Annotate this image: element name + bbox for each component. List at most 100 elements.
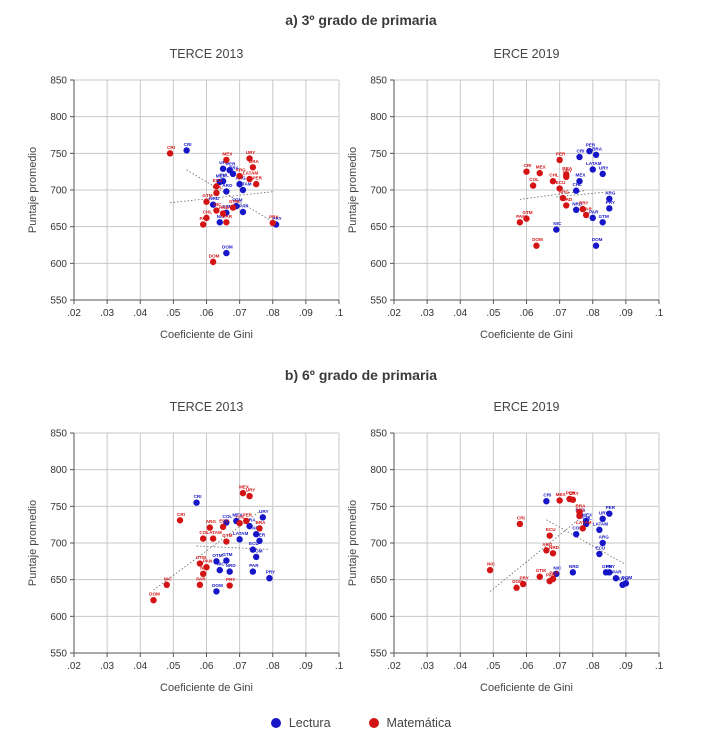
point-label: ARG	[206, 519, 217, 524]
data-point	[523, 168, 530, 175]
point-label: CRI	[177, 512, 185, 517]
section-a-title: a) 3º grado de primaria	[285, 12, 437, 28]
point-label: CRI	[524, 163, 532, 168]
data-point	[553, 570, 560, 577]
data-point	[196, 560, 204, 567]
data-point	[563, 202, 570, 209]
point-label: PAN	[546, 573, 556, 578]
data-point	[579, 525, 587, 532]
data-point	[196, 581, 204, 588]
x-axis-label: Coeficiente de Gini	[160, 682, 253, 694]
x-axis-label: Coeficiente de Gini	[160, 329, 253, 341]
point-label: PER	[566, 491, 576, 496]
point-label: DOM	[512, 579, 523, 584]
fit-line	[546, 519, 627, 566]
x-tick-label: .07	[553, 308, 567, 319]
point-label: PAR	[612, 570, 622, 575]
data-point	[529, 182, 537, 189]
data-point	[249, 164, 257, 171]
point-label: GTM	[599, 214, 609, 219]
point-label: NIC	[200, 565, 209, 570]
data-point	[206, 524, 214, 531]
point-label: CHL	[582, 515, 592, 520]
data-point	[213, 558, 220, 565]
y-tick-label: 850	[370, 76, 387, 87]
data-point	[516, 219, 524, 226]
point-label: PRY	[579, 201, 588, 206]
point-label: NIC	[213, 202, 222, 207]
data-point	[486, 566, 494, 574]
data-point	[246, 492, 253, 500]
point-label: DOM	[222, 245, 233, 250]
point-label: URY	[219, 160, 229, 165]
y-axis-label: Puntaje promedio	[27, 147, 39, 233]
data-point	[229, 170, 237, 178]
point-label: PAR	[239, 204, 249, 209]
point-label: CHL	[549, 173, 559, 178]
point-label: CRI	[577, 149, 585, 154]
data-point	[582, 211, 590, 219]
chart-title: TERCE 2013	[170, 400, 244, 414]
point-label: MEX	[216, 173, 227, 178]
point-label: DOM	[252, 548, 263, 553]
point-label: DOM	[209, 253, 220, 258]
legend-item-matematica: Matemática	[368, 716, 451, 730]
data-point	[536, 169, 543, 177]
point-label: DOM	[592, 237, 603, 242]
point-label: CRI	[194, 494, 202, 499]
point-label: PER	[256, 532, 266, 537]
point-label: PAN	[203, 559, 213, 564]
point-label: PER	[243, 513, 253, 518]
data-point	[239, 208, 247, 216]
point-label: LATAM	[206, 530, 222, 535]
fit-line	[196, 545, 270, 550]
point-label: LATAM	[243, 171, 259, 176]
point-label: PAR	[582, 206, 592, 211]
point-label: ARG	[605, 190, 616, 195]
data-point	[612, 575, 620, 582]
point-label: NRD	[569, 564, 580, 569]
data-point	[592, 151, 600, 158]
data-point	[256, 537, 263, 544]
y-tick-label: 750	[50, 502, 67, 513]
x-tick-label: .06	[520, 661, 534, 672]
y-axis-label: Puntaje promedio	[347, 500, 359, 586]
point-label: BRA	[562, 166, 573, 171]
legend: Lectura Matemática	[0, 713, 722, 733]
data-point	[249, 568, 257, 575]
point-label: LATAM	[576, 520, 592, 525]
data-point	[569, 496, 577, 503]
data-point	[239, 489, 247, 497]
x-tick-label: .1	[335, 661, 344, 672]
point-label: DOM	[532, 237, 543, 242]
chart-title: ERCE 2019	[493, 400, 559, 414]
data-point	[549, 178, 557, 185]
point-label: MEX	[232, 513, 243, 518]
point-label: ECU	[213, 178, 223, 183]
point-label: COL	[199, 530, 209, 535]
x-tick-label: .1	[335, 308, 344, 319]
point-label: OTM	[618, 576, 628, 581]
point-label: BRA	[576, 504, 587, 509]
data-point	[176, 517, 184, 524]
point-label: COL	[572, 526, 582, 531]
x-tick-label: .06	[200, 661, 214, 672]
x-tick-label: .03	[100, 308, 114, 319]
data-point	[216, 178, 223, 186]
y-tick-label: 650	[370, 222, 387, 233]
fit-line	[170, 191, 273, 204]
point-label: PER	[226, 162, 236, 167]
data-point	[596, 550, 603, 558]
data-point	[543, 547, 550, 554]
data-point	[572, 531, 580, 538]
point-label: COL	[223, 514, 233, 519]
x-tick-label: .03	[420, 661, 434, 672]
data-point	[572, 206, 580, 213]
point-label: CHL	[572, 182, 582, 187]
y-tick-label: 700	[370, 539, 387, 550]
data-point	[203, 198, 210, 205]
point-label: COL	[213, 184, 223, 189]
data-point	[252, 180, 260, 188]
data-point	[589, 166, 596, 173]
point-label: PER	[606, 505, 616, 510]
